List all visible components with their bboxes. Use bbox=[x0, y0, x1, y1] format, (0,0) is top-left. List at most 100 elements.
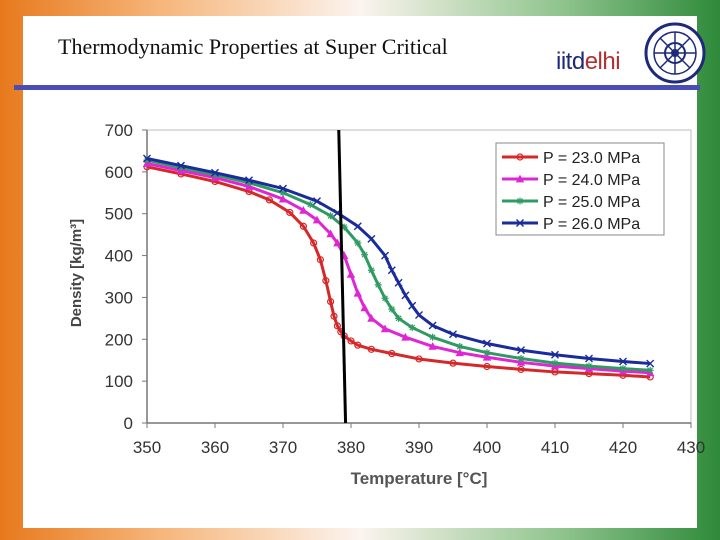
data-point bbox=[380, 324, 390, 333]
data-point bbox=[619, 365, 627, 373]
data-point bbox=[333, 322, 341, 330]
data-point bbox=[326, 229, 335, 238]
data-point bbox=[428, 321, 437, 330]
data-point bbox=[395, 314, 403, 322]
data-point bbox=[415, 355, 423, 363]
data-point bbox=[265, 196, 273, 204]
data-point bbox=[374, 281, 382, 289]
legend-entry: P = 25.0 MPa bbox=[543, 194, 640, 211]
data-point bbox=[585, 354, 593, 363]
slide-title: Thermodynamic Properties at Super Critic… bbox=[58, 34, 448, 59]
data-point bbox=[353, 288, 362, 297]
y-tick-label: 400 bbox=[105, 247, 133, 266]
chart-series bbox=[142, 154, 655, 381]
data-point bbox=[455, 348, 464, 357]
series-line bbox=[146, 162, 651, 375]
y-tick-label: 0 bbox=[124, 414, 133, 433]
legend-entry: P = 23.0 MPa bbox=[543, 150, 640, 167]
y-tick-label: 100 bbox=[105, 372, 133, 391]
legend-swatch-marker bbox=[515, 174, 525, 183]
data-point bbox=[327, 298, 335, 306]
data-point bbox=[551, 350, 559, 359]
vertical-marker-group bbox=[337, 129, 348, 424]
y-axis-label: Density [kg/m³] bbox=[68, 219, 85, 327]
y-tick-label: 700 bbox=[105, 121, 133, 140]
data-point bbox=[367, 345, 375, 353]
legend-entry: P = 26.0 MPa bbox=[543, 216, 640, 233]
data-point bbox=[401, 332, 410, 341]
x-tick-label: 360 bbox=[201, 438, 229, 457]
data-point bbox=[449, 359, 457, 367]
data-point bbox=[646, 359, 655, 368]
data-point bbox=[353, 222, 362, 231]
density-temperature-chart: 0 100 200 300 400 500 600 700 350 360 370 380 390 400… bbox=[68, 121, 705, 488]
data-point bbox=[279, 184, 287, 193]
data-point bbox=[367, 266, 375, 274]
x-tick-label: 390 bbox=[405, 438, 433, 457]
institute-seal-icon bbox=[644, 22, 706, 84]
data-point bbox=[286, 208, 294, 217]
x-tick-label: 380 bbox=[337, 438, 365, 457]
legend-swatch-marker bbox=[516, 153, 524, 161]
data-point bbox=[245, 176, 253, 185]
data-point bbox=[322, 277, 330, 285]
x-tick-label: 420 bbox=[609, 438, 637, 457]
data-point bbox=[316, 256, 324, 264]
data-point bbox=[381, 294, 389, 302]
data-point bbox=[346, 270, 356, 278]
data-point bbox=[330, 312, 338, 320]
data-point bbox=[177, 161, 185, 170]
data-point bbox=[449, 330, 457, 339]
slide-frame bbox=[23, 16, 697, 528]
data-point bbox=[408, 324, 416, 332]
y-tick-label: 200 bbox=[105, 330, 133, 349]
data-point bbox=[619, 357, 627, 366]
data-point bbox=[211, 171, 219, 179]
x-axis-label: Temperature [°C] bbox=[351, 469, 488, 488]
legend-swatch-marker bbox=[516, 197, 524, 205]
data-point bbox=[483, 362, 491, 371]
data-point bbox=[340, 223, 348, 231]
series-line bbox=[146, 158, 651, 372]
data-point bbox=[388, 305, 396, 313]
data-point bbox=[367, 234, 376, 243]
data-point bbox=[354, 239, 362, 247]
data-point bbox=[244, 182, 254, 190]
data-point bbox=[354, 341, 362, 349]
data-point bbox=[299, 206, 308, 214]
data-point bbox=[517, 346, 525, 355]
chart-legend: P = 23.0 MPa P = 24.0 MPa P = 25.0 MPa P = … bbox=[495, 142, 665, 236]
y-tick-label: 500 bbox=[105, 205, 133, 224]
x-tick-label: 400 bbox=[473, 438, 501, 457]
data-point bbox=[585, 362, 593, 370]
data-point bbox=[415, 311, 423, 320]
series-4 bbox=[143, 154, 655, 368]
data-point bbox=[327, 212, 335, 220]
data-point bbox=[367, 314, 376, 322]
data-point bbox=[143, 156, 151, 164]
data-point bbox=[306, 201, 314, 209]
data-point bbox=[483, 349, 491, 357]
title-divider bbox=[14, 85, 700, 90]
data-point bbox=[388, 349, 396, 358]
data-point bbox=[360, 303, 369, 312]
data-point bbox=[428, 342, 437, 350]
data-point bbox=[361, 251, 369, 259]
data-point bbox=[299, 222, 307, 230]
data-point bbox=[211, 168, 219, 177]
x-tick-label: 370 bbox=[269, 438, 297, 457]
institute-logo-text: iitdelhi bbox=[556, 48, 621, 76]
data-point bbox=[483, 339, 491, 348]
data-point bbox=[408, 301, 417, 310]
data-point bbox=[333, 238, 342, 247]
data-point bbox=[278, 194, 288, 203]
data-point bbox=[482, 352, 492, 361]
series-line bbox=[146, 165, 651, 379]
data-point bbox=[456, 342, 464, 350]
data-point bbox=[394, 278, 403, 287]
series-3 bbox=[143, 156, 654, 374]
data-point bbox=[313, 197, 321, 206]
x-tick-label: 410 bbox=[541, 438, 569, 457]
legend-swatch-marker bbox=[516, 219, 524, 227]
y-tick-label: 300 bbox=[105, 288, 133, 307]
